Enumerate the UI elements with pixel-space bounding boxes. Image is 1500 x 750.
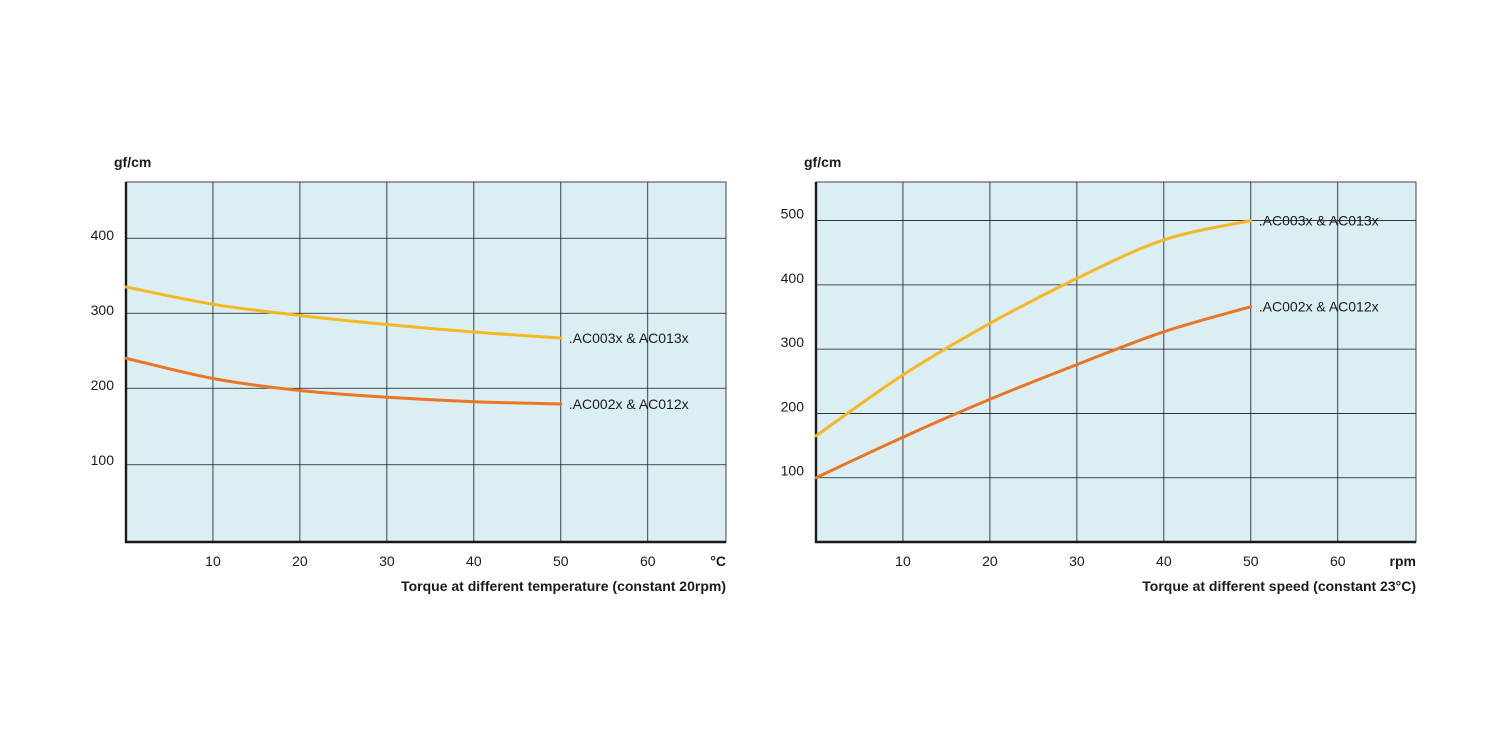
speed-series-line-1 <box>814 219 1253 438</box>
speed-x-tick-label: 60 <box>1330 553 1346 569</box>
temp-x-axis-unit: °C <box>710 553 726 569</box>
speed-x-axis-unit: rpm <box>1390 553 1416 569</box>
temp-series-label-2: .AC002x & AC012x <box>569 396 689 412</box>
temp-x-tick-label: 60 <box>640 553 656 569</box>
temp-x-tick-label: 10 <box>205 553 221 569</box>
temp-chart-caption: Torque at different temperature (constan… <box>401 578 726 594</box>
temp-plot-area <box>125 181 727 543</box>
temp-y-tick-label: 400 <box>91 227 115 243</box>
speed-y-tick-label: 500 <box>781 206 805 222</box>
speed-series-line-2 <box>814 305 1253 480</box>
speed-series-label-2: .AC002x & AC012x <box>1259 299 1379 315</box>
speed-y-tick-label: 100 <box>781 463 805 479</box>
temp-x-tick-label: 50 <box>553 553 569 569</box>
temp-x-tick-label: 20 <box>292 553 308 569</box>
temp-x-tick-label: 40 <box>466 553 482 569</box>
speed-x-tick-label: 50 <box>1243 553 1259 569</box>
speed-y-tick-label: 300 <box>781 334 805 350</box>
temp-y-axis-unit: gf/cm <box>114 154 151 170</box>
temp-y-tick-label: 300 <box>91 302 115 318</box>
speed-plot-area <box>815 181 1417 543</box>
temp-x-tick-label: 30 <box>379 553 395 569</box>
speed-x-tick-label: 10 <box>895 553 911 569</box>
speed-chart-caption: Torque at different speed (constant 23°C… <box>1142 578 1416 594</box>
speed-y-axis-unit: gf/cm <box>804 154 841 170</box>
temp-y-tick-label: 200 <box>91 377 115 393</box>
speed-y-tick-label: 200 <box>781 398 805 414</box>
speed-x-tick-label: 30 <box>1069 553 1085 569</box>
speed-x-tick-label: 40 <box>1156 553 1172 569</box>
temp-series-label-1: .AC003x & AC013x <box>569 330 689 346</box>
temp-series-line-1 <box>124 285 563 340</box>
temp-y-tick-label: 100 <box>91 452 115 468</box>
speed-x-tick-label: 20 <box>982 553 998 569</box>
temp-series-line-2 <box>124 356 563 406</box>
speed-y-tick-label: 400 <box>781 270 805 286</box>
speed-series-label-1: .AC003x & AC013x <box>1259 213 1379 229</box>
